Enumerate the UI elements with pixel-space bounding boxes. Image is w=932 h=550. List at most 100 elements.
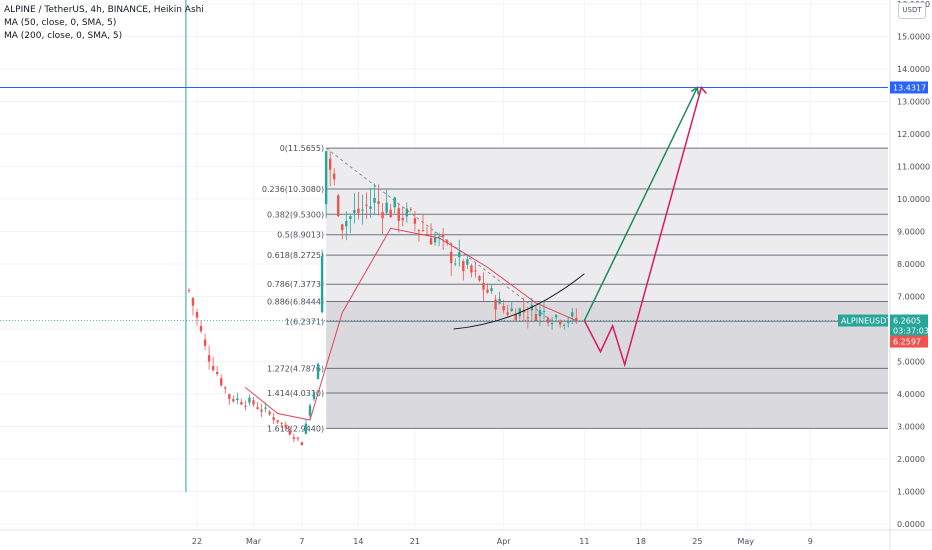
time-tick-label: 25 [692,537,702,546]
candle-body [385,202,388,213]
fib-zone [326,301,888,322]
legend-ma50[interactable]: MA (50, close, 0, SMA, 5) [4,18,117,28]
candle-body [357,208,360,214]
time-tick-label: 9 [808,537,813,546]
currency-button[interactable]: USDT [898,2,926,19]
candle-body [232,399,235,402]
candle-body [345,220,348,227]
price-tick-label: 0.0000 [897,520,925,529]
ma-200-path [245,227,577,421]
candle-body [530,305,534,311]
fib-level-label: 0.886(6.8444) [267,298,324,307]
candle-body [332,173,336,180]
price-tick-label: 9.0000 [897,228,925,237]
candle-body [308,405,312,416]
candle-body [421,230,425,232]
fib-level-label: 1.272(4.7876) [267,364,324,373]
candle-body [228,394,231,399]
candle-body [417,230,421,232]
fib-level-label: 1.414(4.0310) [267,389,324,398]
candle-body [510,308,513,311]
price-tick-label: 13.0000 [897,98,930,107]
candle-body [304,423,308,434]
fib-level-label: 0.382(9.5300) [267,210,324,219]
candle-body [558,321,562,325]
fib-level-label: 0.5(8.9013) [277,231,324,240]
candle-body [300,442,304,446]
candle-body [454,263,457,265]
candle-body [538,309,542,317]
candle-body [244,405,247,407]
candle-body [320,256,324,313]
projection-down-up-path [583,87,703,368]
candle-body [571,312,574,317]
candle-body [389,209,392,218]
candle-body [546,318,550,323]
projection-up-path [583,87,699,321]
candle-body [450,251,453,264]
candle-body [341,224,344,231]
candle-body [482,283,485,290]
symbol-badge-bg [838,314,888,327]
candle-body [369,206,372,209]
symbol-badge: ALPINEUSDT [841,317,891,326]
drawings[interactable] [0,0,888,492]
time-tick-label: Mar [246,537,262,546]
legend-ma200[interactable]: MA (200, close, 0, SMA, 5) [4,31,123,41]
candle-body [361,209,364,211]
candle-body [405,208,409,217]
fib-level-label: 0.618(8.2725) [267,251,324,260]
candle-body [567,322,570,324]
horizontal-level-badge-bg [890,81,928,94]
fib-retracement[interactable]: 0(11.5655) 0.236(10.3080) 0.382(9.5300) 0.5… [262,144,888,433]
candle-body [478,276,481,281]
candle-body [328,158,332,170]
candle-body [292,437,296,439]
candle-body [248,397,251,403]
candle-body [441,234,445,237]
time-tick-label: 14 [353,537,363,546]
countdown-badge-bg [890,324,928,337]
candle-body [240,402,243,405]
candle-body [349,216,352,220]
price-tick-label: 3.0000 [897,423,925,432]
candle-body [203,339,207,346]
fib-zone [326,255,888,285]
time-tick-label: Apr [497,537,512,546]
candle-body [373,197,376,203]
candle-body [401,218,404,221]
chart-legend: ALPINE / TetherUS, 4h, BINANCE, Heikin A… [4,4,204,43]
candle-body [337,195,340,217]
candle-body [224,387,227,389]
candle-body [425,233,429,235]
candle-body [498,298,501,304]
candle-body [562,324,566,326]
candle-body [502,305,505,311]
candle-body [458,252,461,258]
candle-body [494,299,497,310]
ma-value-badge-bg [890,335,928,348]
candle-body [437,236,441,238]
candle-body [397,208,400,221]
candle-body [474,270,477,272]
candle-body [550,323,554,325]
time-tick-label: 22 [192,537,202,546]
price-tick-label: 14.0000 [897,65,930,74]
time-tick-label: May [737,537,754,546]
candle-body [191,297,195,306]
candle-body [296,437,300,439]
price-tick-label: 12.0000 [897,130,930,139]
fib-level-label: 0(11.5655) [280,144,324,153]
ma-value-badge: 6.2597 [893,338,921,347]
candle-body [288,430,292,435]
candle-body [470,265,473,273]
price-tick-label: 7.0000 [897,293,925,302]
candle-body [256,407,259,409]
ma-200-line [245,227,577,421]
candle-body [486,289,489,293]
candle-body [187,289,191,291]
legend-symbol[interactable]: ALPINE / TetherUS, 4h, BINANCE, Heikin A… [4,5,204,15]
candle-body [280,422,283,424]
fib-zone [326,368,888,393]
